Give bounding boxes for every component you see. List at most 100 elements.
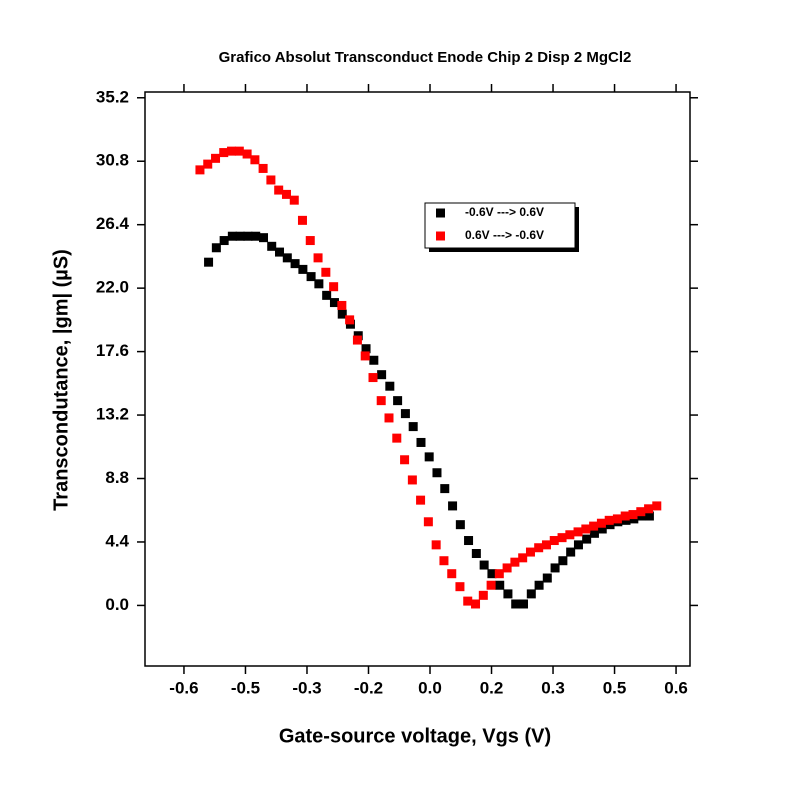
data-point bbox=[589, 521, 599, 531]
data-point bbox=[471, 549, 481, 559]
data-point bbox=[329, 282, 339, 292]
data-point bbox=[416, 495, 426, 505]
data-point bbox=[526, 589, 536, 599]
data-point bbox=[652, 501, 662, 511]
data-point bbox=[297, 215, 307, 225]
data-point bbox=[511, 599, 521, 609]
data-point bbox=[518, 553, 528, 563]
data-point bbox=[573, 527, 583, 537]
x-tick-label: 0.3 bbox=[541, 678, 565, 697]
data-point bbox=[313, 253, 323, 263]
data-point bbox=[290, 259, 300, 269]
data-point bbox=[423, 517, 433, 527]
data-point bbox=[447, 569, 457, 579]
data-point bbox=[604, 515, 614, 525]
data-point bbox=[377, 370, 387, 380]
data-point bbox=[620, 511, 630, 521]
data-point bbox=[251, 231, 261, 241]
data-point bbox=[557, 533, 567, 543]
data-point bbox=[211, 243, 221, 253]
data-point bbox=[503, 589, 513, 599]
data-point bbox=[242, 149, 252, 159]
data-point bbox=[495, 580, 505, 590]
data-point bbox=[345, 315, 355, 325]
data-point bbox=[243, 231, 253, 241]
x-tick-label: -0.3 bbox=[292, 678, 321, 697]
data-point bbox=[250, 155, 260, 165]
data-point bbox=[385, 381, 395, 391]
data-point bbox=[393, 396, 403, 406]
data-point bbox=[267, 241, 277, 251]
x-tick-label: -0.2 bbox=[354, 678, 383, 697]
x-tick-label: 0.2 bbox=[480, 678, 504, 697]
data-point bbox=[424, 452, 434, 462]
y-tick-label: 22.0 bbox=[96, 278, 129, 297]
data-point bbox=[644, 511, 654, 521]
data-point bbox=[281, 189, 291, 199]
data-point bbox=[558, 556, 568, 566]
data-point bbox=[266, 175, 276, 185]
data-point bbox=[258, 163, 268, 173]
data-point bbox=[352, 335, 362, 345]
data-point bbox=[305, 236, 315, 246]
data-point bbox=[582, 534, 592, 544]
data-point bbox=[234, 146, 244, 156]
data-point bbox=[235, 231, 245, 241]
data-point bbox=[195, 165, 205, 175]
y-tick-label: 17.6 bbox=[96, 341, 129, 360]
data-point bbox=[464, 536, 474, 546]
data-point bbox=[440, 484, 450, 494]
y-tick-label: 0.0 bbox=[105, 595, 129, 614]
data-point bbox=[219, 148, 229, 158]
data-point bbox=[259, 233, 269, 243]
data-point bbox=[541, 540, 551, 550]
data-point bbox=[534, 580, 544, 590]
data-point bbox=[408, 422, 418, 432]
data-point bbox=[329, 298, 339, 308]
x-tick-label: -0.6 bbox=[169, 678, 198, 697]
data-point bbox=[448, 501, 458, 511]
data-point bbox=[534, 543, 544, 553]
data-point bbox=[644, 504, 654, 514]
data-point bbox=[298, 264, 308, 274]
data-point bbox=[289, 195, 299, 205]
data-point bbox=[549, 536, 559, 546]
y-tick-label: 26.4 bbox=[96, 214, 130, 233]
data-point bbox=[597, 524, 607, 534]
data-point bbox=[479, 560, 489, 570]
data-point bbox=[306, 272, 316, 282]
data-point bbox=[455, 520, 465, 530]
data-point bbox=[542, 573, 552, 583]
data-point bbox=[612, 514, 622, 524]
data-point bbox=[486, 580, 496, 590]
legend-box bbox=[424, 202, 576, 249]
data-point bbox=[211, 153, 221, 163]
data-point bbox=[400, 409, 410, 419]
data-point bbox=[596, 518, 606, 528]
data-point bbox=[439, 556, 449, 566]
data-point bbox=[550, 563, 560, 573]
data-point bbox=[471, 599, 481, 609]
data-point bbox=[487, 569, 497, 579]
data-point bbox=[314, 279, 324, 289]
y-axis-label: Transcondutance, |gm| (µS) bbox=[50, 249, 72, 511]
data-point bbox=[416, 437, 426, 447]
data-point bbox=[376, 396, 386, 406]
data-point bbox=[203, 159, 213, 169]
legend-label: -0.6V ---> 0.6V bbox=[465, 205, 544, 219]
data-point bbox=[519, 599, 529, 609]
x-axis-label: Gate-source voltage, Vgs (V) bbox=[279, 725, 551, 747]
data-point bbox=[204, 257, 214, 267]
data-point bbox=[275, 247, 285, 257]
data-point bbox=[636, 507, 646, 517]
legend-label: 0.6V ---> -0.6V bbox=[465, 228, 544, 242]
data-point bbox=[478, 590, 488, 600]
data-point bbox=[282, 253, 292, 263]
data-point bbox=[463, 596, 473, 606]
data-point bbox=[432, 468, 442, 478]
data-point bbox=[384, 413, 394, 423]
data-point bbox=[369, 355, 379, 365]
data-point bbox=[581, 524, 591, 534]
data-point bbox=[573, 540, 583, 550]
data-point bbox=[361, 344, 371, 354]
